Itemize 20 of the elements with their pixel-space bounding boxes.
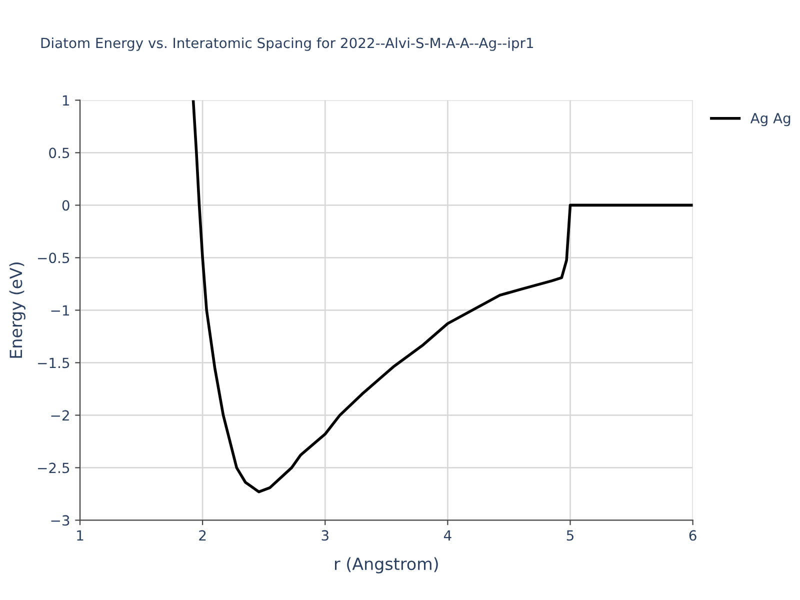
y-tick-label: −2.5 bbox=[38, 462, 70, 474]
y-tick-label: 1 bbox=[62, 95, 69, 106]
legend-label: Ag Ag bbox=[750, 113, 790, 126]
y-tick-label: −2 bbox=[51, 410, 69, 420]
x-tick-label: 3 bbox=[322, 530, 328, 541]
x-tick-label: 6 bbox=[689, 530, 696, 541]
y-tick-label: −1 bbox=[51, 305, 69, 316]
y-tick-label: −3 bbox=[51, 515, 70, 526]
y-tick-label: −0.5 bbox=[38, 252, 70, 264]
x-axis-title: r (Angstrom) bbox=[335, 557, 438, 574]
line-series bbox=[192, 100, 693, 494]
y-tick-label: 0 bbox=[62, 200, 70, 211]
x-tick-label: 2 bbox=[199, 530, 206, 540]
x-tick-label: 1 bbox=[77, 530, 84, 540]
x-tick-label: 5 bbox=[566, 530, 574, 541]
chart-title: Diatom Energy vs. Interatomic Spacing for 2022--Alvi-S-M-A-A--Ag--ipr1 bbox=[41, 37, 534, 51]
y-tick-label: −1.5 bbox=[38, 358, 70, 368]
y-tick-label: 0.5 bbox=[49, 148, 70, 158]
y-axis-title: Energy (eV) bbox=[9, 262, 26, 358]
x-tick-label: 4 bbox=[444, 530, 452, 540]
